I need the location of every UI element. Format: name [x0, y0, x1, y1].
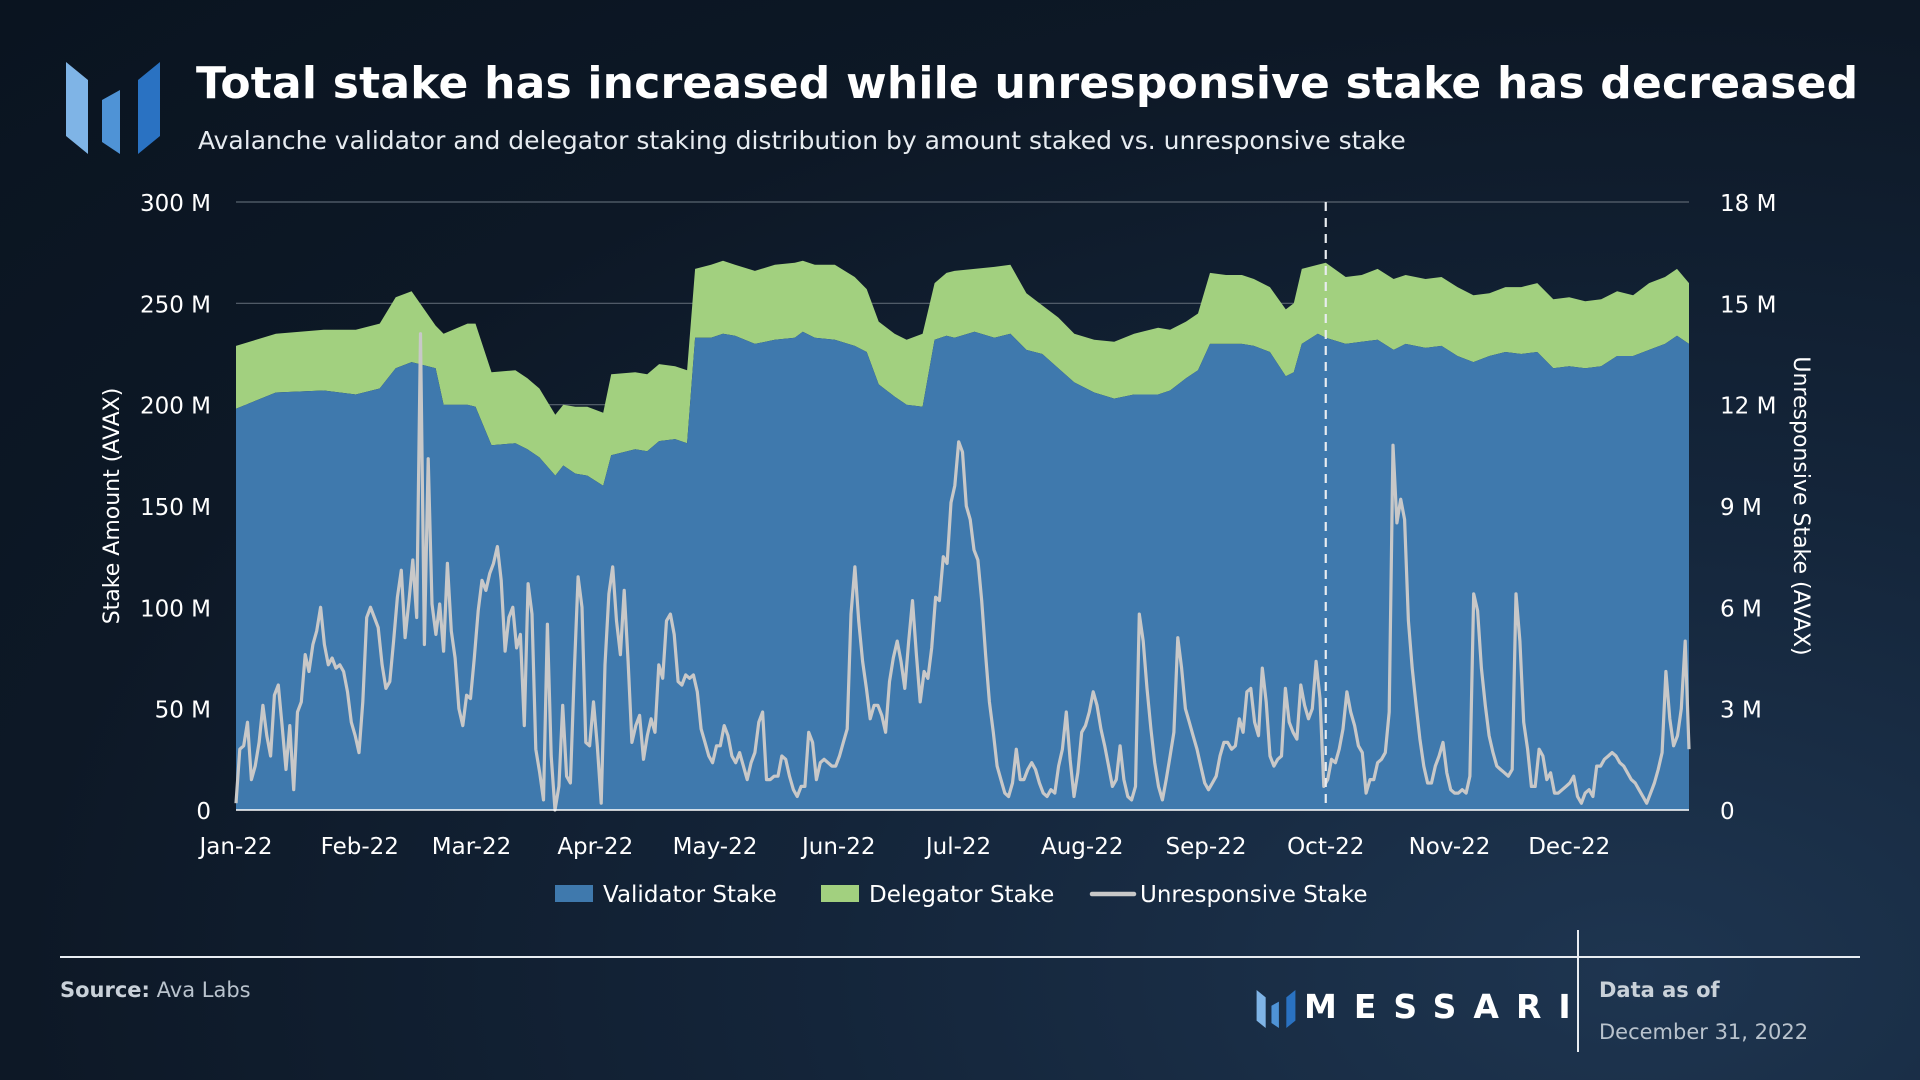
- legend-label: Delegator Stake: [869, 882, 1054, 908]
- x-tick-label: Nov-22: [1409, 834, 1491, 860]
- legend-label: Validator Stake: [603, 882, 777, 908]
- x-tick-label: Sep-22: [1166, 834, 1247, 860]
- y2-tick-label: 9 M: [1720, 495, 1762, 521]
- x-tick-label: Oct-22: [1287, 834, 1364, 860]
- messari-small-logo-icon: [1256, 990, 1296, 1028]
- source-label: Source:: [60, 978, 150, 1002]
- x-tick-label: Feb-22: [321, 834, 399, 860]
- y-tick-label: 100 M: [140, 596, 211, 622]
- y2-tick-label: 18 M: [1720, 191, 1776, 217]
- legend-label: Unresponsive Stake: [1140, 882, 1368, 908]
- source-note: Source: Ava Labs: [60, 978, 251, 1002]
- source-value: Ava Labs: [156, 978, 251, 1002]
- axis-layer: 0 50 M 100 M 150 M 200 M 250 M 300 M 0 3 M 6 M 9 M…: [100, 191, 1813, 860]
- y2-tick-label: 6 M: [1720, 596, 1762, 622]
- x-tick-label: Dec-22: [1528, 834, 1610, 860]
- x-tick-label: Mar-22: [432, 834, 512, 860]
- x-tick-label: Aug-22: [1041, 834, 1123, 860]
- y2-tick-label: 15 M: [1720, 292, 1776, 318]
- x-tick-label: Jun-22: [800, 834, 876, 860]
- y2-tick-label: 0: [1720, 799, 1735, 825]
- brand-wordmark: MESSARI: [1304, 987, 1588, 1026]
- y2-tick-label: 3 M: [1720, 698, 1762, 724]
- y2-tick-label: 12 M: [1720, 394, 1776, 420]
- legend-layer: Validator Stake Delegator Stake Unresponsi…: [555, 882, 1368, 908]
- line-layer: [234, 332, 1691, 812]
- y-tick-label: 200 M: [140, 394, 211, 420]
- x-tick-label: Apr-22: [557, 834, 633, 860]
- data-as-of-label: Data as of: [1599, 978, 1720, 1002]
- legend-swatch: [821, 885, 859, 902]
- messari-logo-icon: [66, 62, 160, 154]
- x-tick-label: Jan-22: [197, 834, 272, 860]
- y-tick-label: 50 M: [155, 698, 211, 724]
- x-tick-label: May-22: [673, 834, 758, 860]
- y2-axis-title: Unresponsive Stake (AVAX): [1788, 356, 1813, 655]
- chart-subtitle: Avalanche validator and delegator stakin…: [198, 126, 1406, 155]
- chart-title: Total stake has increased while unrespon…: [196, 58, 1859, 109]
- y-tick-label: 250 M: [140, 292, 211, 318]
- unresponsive-stake-line: [234, 332, 1691, 812]
- y-axis-title: Stake Amount (AVAX): [100, 388, 125, 625]
- footer-vertical-divider: [1577, 930, 1579, 1052]
- legend-swatch: [555, 885, 593, 902]
- y-tick-label: 150 M: [140, 495, 211, 521]
- footer-divider: [60, 956, 1860, 958]
- data-as-of-date: December 31, 2022: [1599, 1020, 1809, 1044]
- x-tick-label: Jul-22: [924, 834, 991, 860]
- y-tick-label: 0: [196, 799, 211, 825]
- y-tick-label: 300 M: [140, 191, 211, 217]
